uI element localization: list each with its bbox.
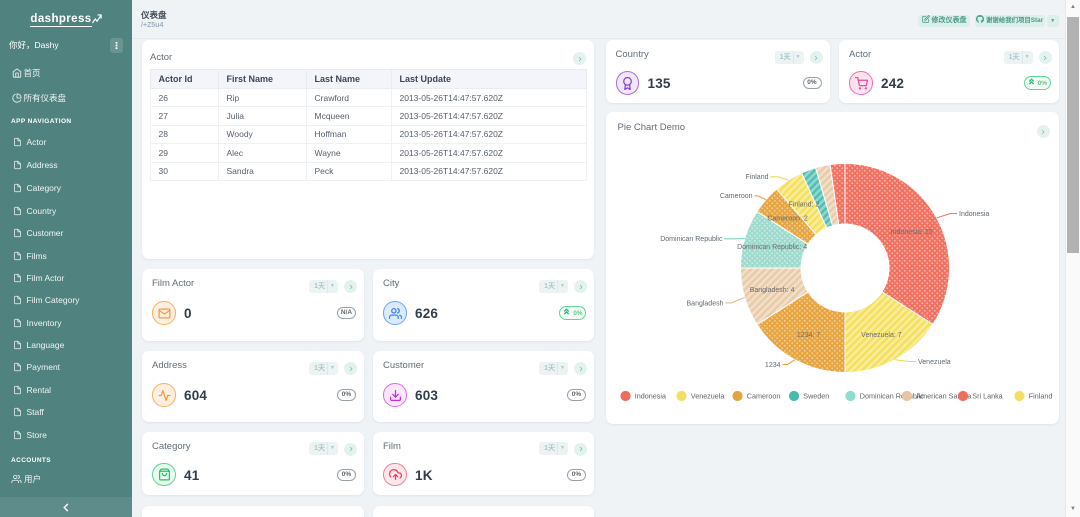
svg-text:Cameroon: 2: Cameroon: 2 bbox=[767, 216, 808, 223]
svg-text:Cameroon: Cameroon bbox=[746, 392, 780, 401]
svg-text:Sri Lanka: Sri Lanka bbox=[972, 392, 1002, 401]
svg-text:Dominican Republic: Dominican Republic bbox=[859, 392, 923, 401]
svg-text:Bangladesh: Bangladesh bbox=[686, 300, 723, 307]
svg-text:Indonesia: Indonesia bbox=[959, 211, 989, 218]
svg-text:Dominican Republic: 4: Dominican Republic: 4 bbox=[737, 244, 807, 251]
svg-text:Venezuela: Venezuela bbox=[690, 392, 724, 401]
svg-text:American Samoa: American Samoa bbox=[916, 392, 971, 401]
svg-text:1234: 1234 bbox=[764, 362, 780, 369]
svg-text:Indonesia: Indonesia bbox=[634, 392, 665, 401]
svg-text:Cameroon: Cameroon bbox=[719, 193, 752, 200]
svg-text:Indonesia: 15: Indonesia: 15 bbox=[890, 229, 932, 236]
svg-text:Venezuela: 7: Venezuela: 7 bbox=[861, 332, 902, 339]
svg-text:Finland: 2: Finland: 2 bbox=[788, 202, 819, 209]
svg-text:Finland: Finland bbox=[1028, 392, 1052, 401]
svg-text:Sweden: Sweden bbox=[803, 392, 829, 401]
svg-text:Dominican Republic: Dominican Republic bbox=[660, 236, 723, 243]
svg-text:Bangladesh: 4: Bangladesh: 4 bbox=[749, 287, 794, 294]
svg-text:Venezuela: Venezuela bbox=[918, 359, 951, 366]
svg-text:Finland: Finland bbox=[745, 174, 768, 181]
svg-text:1234: 7: 1234: 7 bbox=[796, 332, 819, 339]
